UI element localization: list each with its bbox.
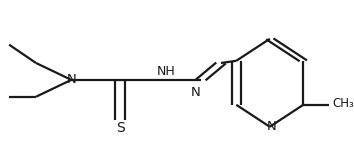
Text: N: N <box>191 86 201 99</box>
Text: N: N <box>67 73 76 86</box>
Text: CH₃: CH₃ <box>333 97 354 110</box>
Text: S: S <box>116 121 125 135</box>
Text: NH: NH <box>157 65 176 78</box>
Text: N: N <box>267 120 276 133</box>
